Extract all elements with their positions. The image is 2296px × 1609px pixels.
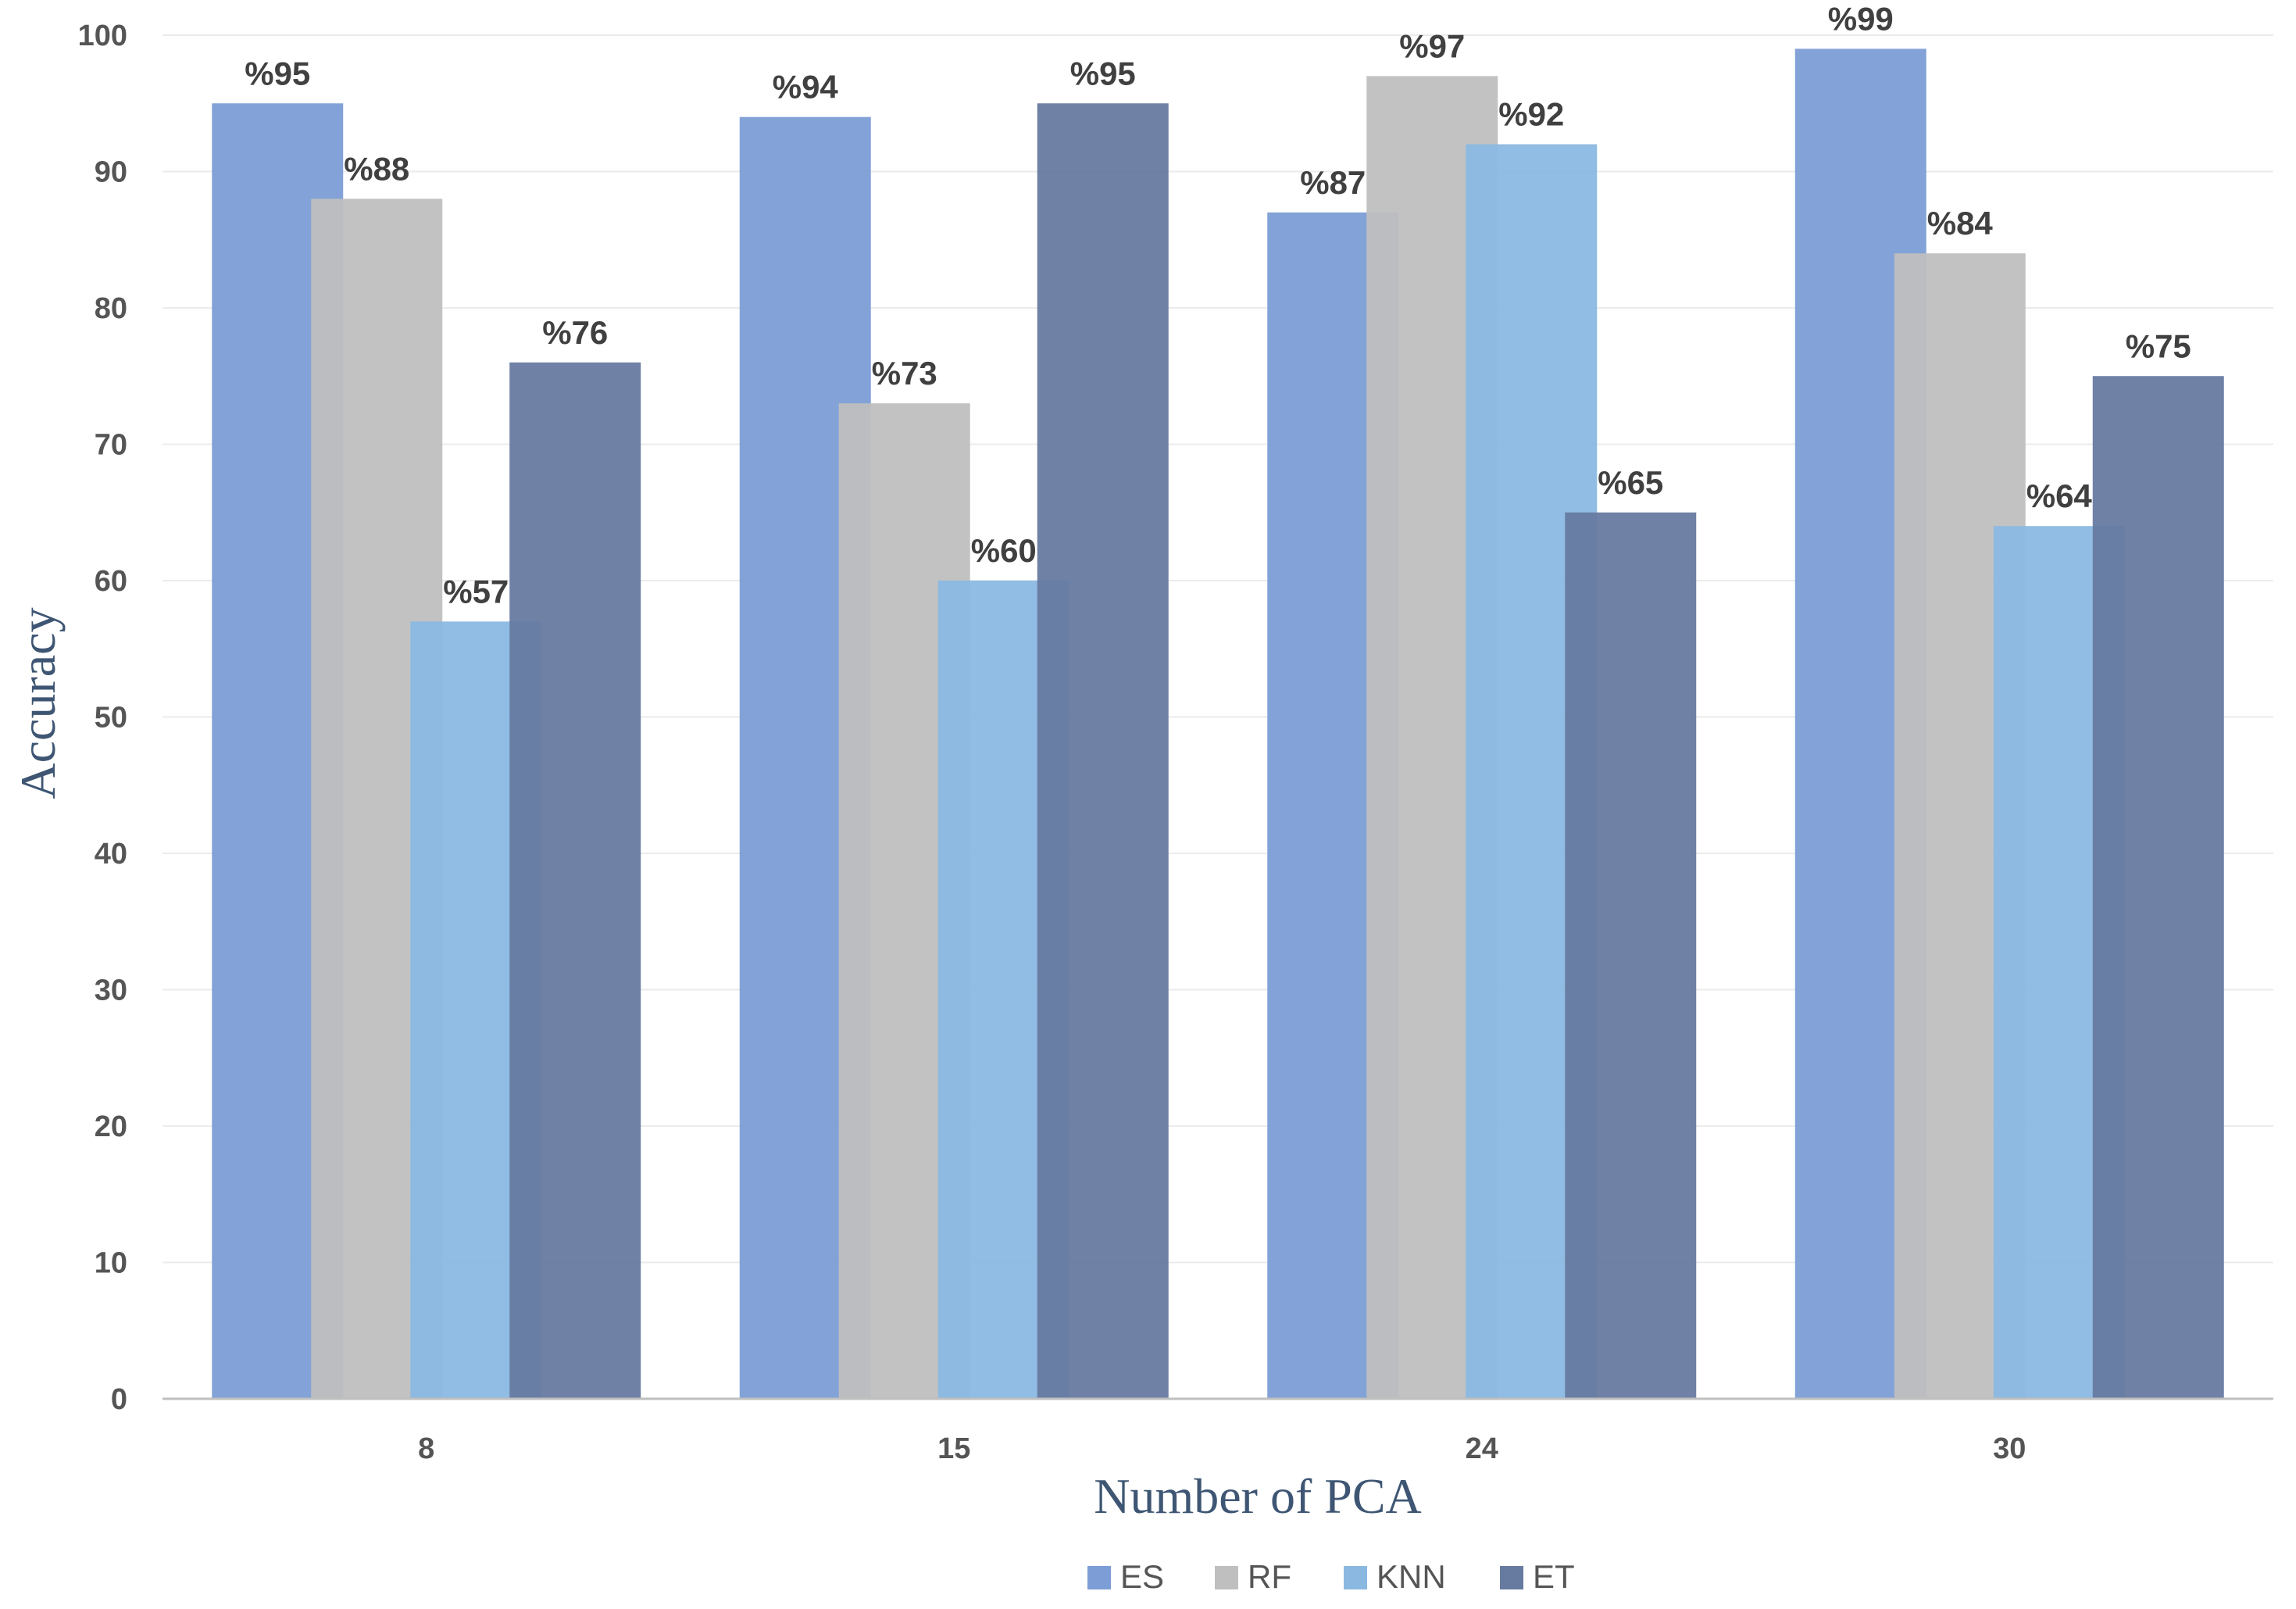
data-label-es-8: %95 bbox=[245, 55, 310, 91]
y-tick-label: 20 bbox=[95, 1110, 127, 1143]
bars bbox=[212, 48, 2224, 1400]
data-label-rf-15: %73 bbox=[872, 355, 937, 392]
bar-et-30 bbox=[2092, 376, 2224, 1399]
bar-et-24 bbox=[1565, 512, 1697, 1399]
data-label-et-24: %65 bbox=[1598, 464, 1663, 501]
y-tick-label: 80 bbox=[95, 292, 127, 325]
y-tick-label: 10 bbox=[95, 1247, 127, 1280]
y-tick-label: 0 bbox=[111, 1383, 127, 1416]
legend-label-knn: KNN bbox=[1377, 1558, 1446, 1595]
data-label-knn-30: %64 bbox=[2026, 477, 2093, 514]
y-tick-label: 50 bbox=[95, 702, 127, 735]
data-label-knn-24: %92 bbox=[1498, 96, 1564, 133]
legend-swatch-es bbox=[1087, 1566, 1111, 1589]
y-tick-label: 90 bbox=[95, 156, 127, 189]
bar-et-15 bbox=[1037, 103, 1169, 1399]
data-label-es-15: %94 bbox=[773, 69, 839, 105]
data-label-et-15: %95 bbox=[1070, 55, 1136, 91]
data-label-et-8: %76 bbox=[542, 314, 608, 351]
data-label-knn-15: %60 bbox=[971, 532, 1037, 569]
legend-swatch-et bbox=[1500, 1566, 1523, 1589]
data-label-es-24: %87 bbox=[1300, 164, 1366, 201]
data-label-es-30: %99 bbox=[1828, 0, 1894, 37]
legend-label-et: ET bbox=[1533, 1558, 1575, 1595]
x-tick-label: 15 bbox=[937, 1432, 970, 1465]
legend-swatch-knn bbox=[1344, 1566, 1367, 1589]
x-tick-label: 30 bbox=[1993, 1432, 2026, 1465]
x-tick-label: 8 bbox=[418, 1432, 434, 1465]
y-tick-label: 30 bbox=[95, 974, 127, 1007]
x-axis-title: Number of PCA bbox=[1094, 1468, 1422, 1524]
legend-label-rf: RF bbox=[1248, 1558, 1291, 1595]
y-tick-label: 60 bbox=[95, 565, 127, 598]
y-axis-title: Accuracy bbox=[10, 607, 66, 799]
data-label-rf-24: %97 bbox=[1399, 27, 1465, 64]
y-tick-label: 40 bbox=[95, 838, 127, 871]
data-label-knn-8: %57 bbox=[443, 573, 509, 610]
y-tick-label: 70 bbox=[95, 429, 127, 462]
y-tick-label: 100 bbox=[78, 20, 127, 52]
legend: ES RF KNN ET bbox=[1087, 1558, 1575, 1595]
legend-label-es: ES bbox=[1120, 1558, 1164, 1595]
legend-swatch-rf bbox=[1215, 1566, 1238, 1589]
data-label-rf-30: %84 bbox=[1927, 205, 1994, 241]
data-label-et-30: %75 bbox=[2126, 327, 2191, 364]
x-tick-label: 24 bbox=[1466, 1432, 1498, 1465]
axes: 0 10 20 30 40 50 60 70 80 90 100 8 15 24 30 bbox=[78, 20, 2273, 1465]
data-labels: %95 %88 %57 %76 %94 %73 %60 %95 %87 %97 %92 %65 %99%… bbox=[245, 0, 2191, 610]
data-label-rf-8: %88 bbox=[344, 150, 409, 187]
bar-et-8 bbox=[509, 362, 641, 1399]
